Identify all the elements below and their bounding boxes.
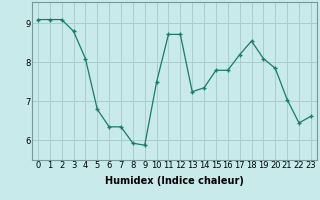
X-axis label: Humidex (Indice chaleur): Humidex (Indice chaleur)	[105, 176, 244, 186]
